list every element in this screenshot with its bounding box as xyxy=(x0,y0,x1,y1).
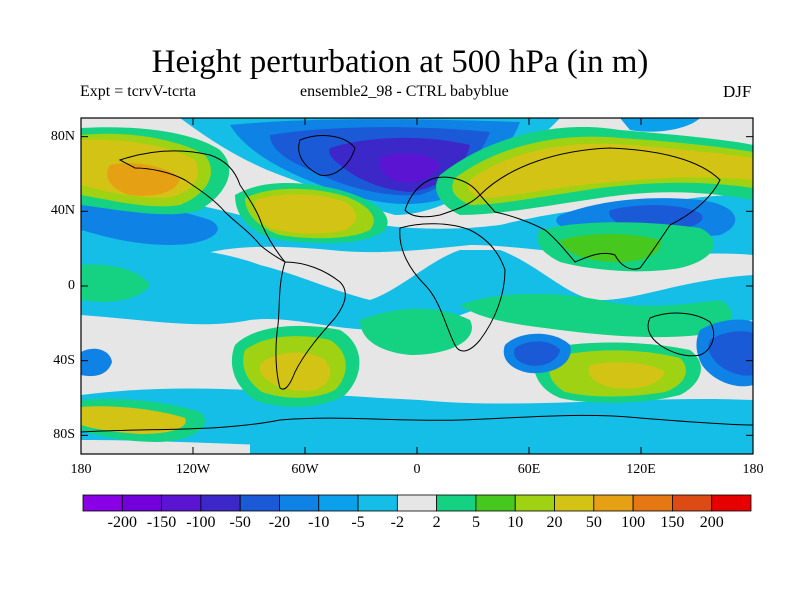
colorbar-swatch xyxy=(554,494,595,512)
colorbar-swatch xyxy=(672,494,713,512)
contour-blob-plus20-south-indian xyxy=(588,362,665,389)
contour-blob-plus5-south-atlantic xyxy=(360,308,472,355)
colorbar-swatch xyxy=(514,494,555,512)
contour-blob-minus5-antarctic xyxy=(250,424,753,454)
lon-tick-label: 120E xyxy=(626,462,656,477)
colorbar-swatch xyxy=(200,494,241,512)
contour-blob-minus100-arctic xyxy=(378,153,440,183)
axis-ticks xyxy=(80,118,754,454)
contour-blob-plus20-south-pacific xyxy=(81,406,186,434)
colorbar-label: 10 xyxy=(507,514,524,531)
coastline-australia xyxy=(647,312,715,357)
colorbar-swatch xyxy=(357,494,398,512)
colorbar-label: 100 xyxy=(621,514,646,531)
colorbar-swatch xyxy=(121,494,162,512)
lat-tick-label: 80N xyxy=(50,128,75,144)
contour-field xyxy=(81,118,753,454)
colorbar-label: -100 xyxy=(186,514,216,531)
coastline-antarctica xyxy=(81,414,753,433)
figure-title: Height perturbation at 500 hPa (in m) xyxy=(151,44,649,80)
lat-tick-label: 0 xyxy=(68,278,75,293)
colorbar-swatch xyxy=(396,494,438,512)
colorbar-swatch xyxy=(475,494,516,512)
colorbar-label: 50 xyxy=(585,514,602,531)
lat-tick-label: 40S xyxy=(53,352,75,368)
coastlines xyxy=(81,135,753,433)
colorbar-label: -5 xyxy=(351,514,365,531)
lon-tick-label: 180 xyxy=(70,462,92,477)
lon-tick-label: 60E xyxy=(517,462,541,477)
contour-blob-minus20-south-atlantic xyxy=(514,341,560,366)
contour-blob-minus10-arctic-east xyxy=(620,118,700,132)
colorbar-swatch xyxy=(161,494,202,512)
lon-tick-label: 120W xyxy=(175,462,211,477)
colorbar xyxy=(82,494,752,512)
contour-blob-plus5-central-pacific xyxy=(81,264,150,302)
colorbar-label: -150 xyxy=(146,514,177,531)
colorbar-label: -2 xyxy=(390,514,404,531)
contour-blob-plus5-indian-ocean xyxy=(460,293,732,338)
coastline-greenland xyxy=(298,135,356,176)
colorbar-swatch xyxy=(632,494,673,512)
coastline-asia xyxy=(479,147,721,270)
contour-blob-minus10-south-pacific-west xyxy=(81,348,112,377)
lon-tick-label: 60W xyxy=(291,462,319,477)
colorbar-swatch xyxy=(82,494,123,512)
colorbar-label: 5 xyxy=(471,514,480,531)
colorbar-label: 150 xyxy=(660,514,685,531)
contour-band-plus20-north-atlantic xyxy=(254,194,357,234)
colorbar-label: 2 xyxy=(432,514,441,531)
colorbar-swatch xyxy=(279,494,320,512)
contour-blob-minus20-se-pacific xyxy=(708,331,753,376)
season-label: DJF xyxy=(723,82,752,101)
lon-tick-label: 0 xyxy=(413,462,421,477)
colorbar-swatch xyxy=(239,494,280,512)
colorbar-label: 200 xyxy=(699,514,724,531)
contour-blob-minus5-south-america xyxy=(270,278,301,302)
lon-tick-label: 180 xyxy=(742,462,764,477)
colorbar-swatch xyxy=(711,494,752,512)
colorbar-label: -20 xyxy=(268,514,291,531)
colorbar-swatch xyxy=(318,494,359,512)
coastline-africa xyxy=(399,223,506,352)
colorbar-label: -200 xyxy=(107,514,137,531)
contour-blob-minus10-north-pacific xyxy=(81,199,218,245)
ensemble-label: ensemble2_98 - CTRL babyblue xyxy=(300,83,509,100)
lat-tick-label: 80S xyxy=(53,427,75,443)
experiment-label: Expt = tcrvV-tcrta xyxy=(80,83,196,100)
colorbar-swatch xyxy=(436,494,477,512)
contour-blob-plus10-west-pacific xyxy=(560,234,661,262)
lat-tick-label: 40N xyxy=(50,203,75,219)
colorbar-swatch xyxy=(593,494,634,512)
colorbar-label: -50 xyxy=(229,514,251,531)
colorbar-label: 20 xyxy=(546,514,563,531)
contour-band-plus20-eurasia xyxy=(467,143,753,198)
coastline-south-america xyxy=(275,261,346,390)
colorbar-label: -10 xyxy=(308,514,330,531)
